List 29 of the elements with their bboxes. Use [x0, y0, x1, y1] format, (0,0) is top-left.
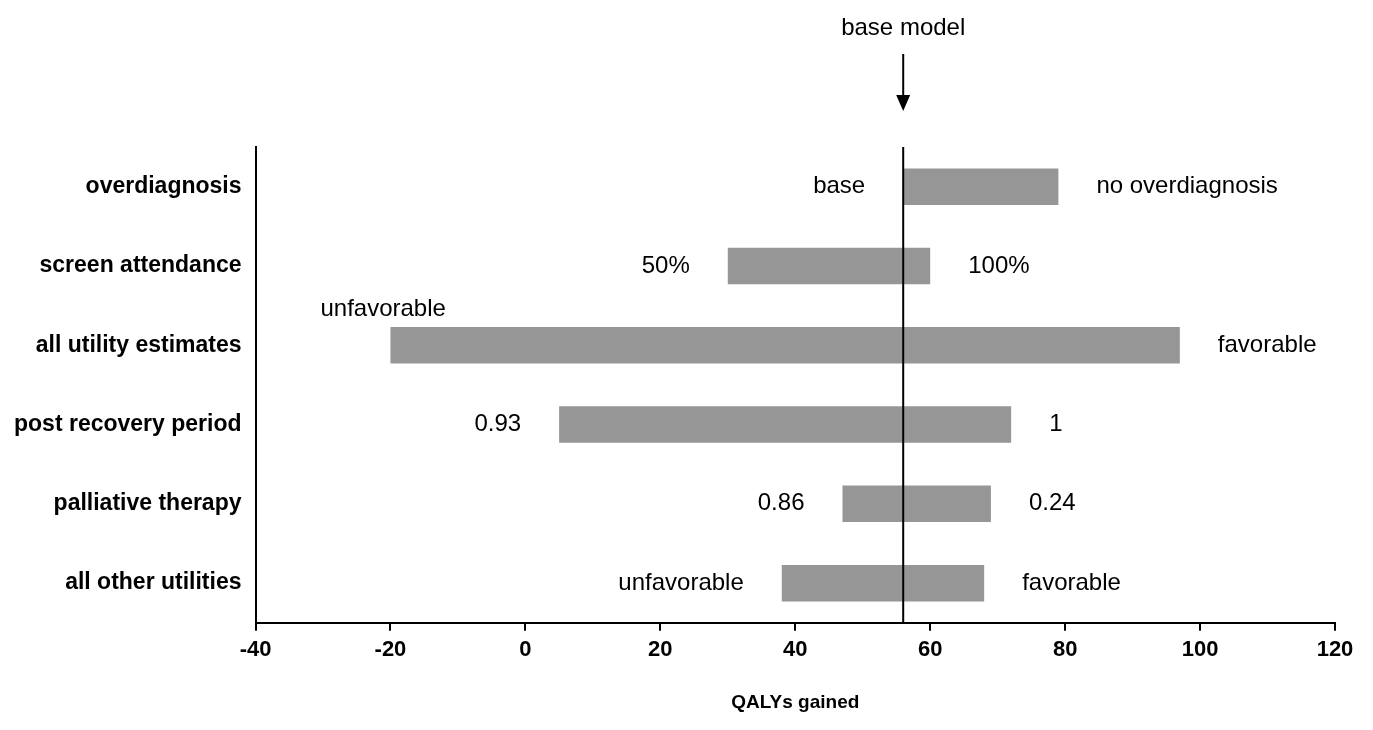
x-tick-label: 80 — [1052, 636, 1078, 662]
x-tick-label: 60 — [917, 636, 943, 662]
x-tick-label: 40 — [783, 636, 808, 662]
annotation: 0.93 — [474, 409, 522, 437]
annotation: unfavorable — [320, 293, 446, 321]
annotation: 1 — [1049, 409, 1063, 437]
ref-line-label: base model — [841, 12, 966, 40]
x-tick-label: -40 — [239, 636, 272, 662]
annotation: 50% — [641, 250, 690, 278]
y-tick-label: screen attendance — [39, 251, 242, 278]
y-tick-label: palliative therapy — [53, 489, 242, 516]
annotation: base — [813, 171, 866, 199]
x-tick-label: 20 — [648, 636, 673, 662]
annotation: 100% — [968, 250, 1030, 278]
y-tick-label: overdiagnosis — [85, 171, 242, 198]
x-tick-label: 0 — [519, 636, 532, 662]
annotation: no overdiagnosis — [1096, 171, 1278, 199]
x-tick-label: 120 — [1316, 636, 1354, 662]
annotation: favorable — [1022, 567, 1121, 595]
y-tick-label: post recovery period — [13, 409, 242, 436]
annotation: 0.86 — [757, 488, 805, 516]
x-tick-label: 100 — [1181, 636, 1219, 662]
annotation: unfavorable — [618, 567, 744, 595]
x-axis-title: QALYs gained — [731, 690, 860, 712]
x-tick-label: -20 — [374, 636, 407, 662]
annotation: favorable — [1217, 329, 1317, 357]
y-tick-label: all other utilities — [65, 568, 242, 595]
y-tick-label: all utility estimates — [35, 330, 242, 357]
annotation: 0.24 — [1028, 488, 1076, 516]
